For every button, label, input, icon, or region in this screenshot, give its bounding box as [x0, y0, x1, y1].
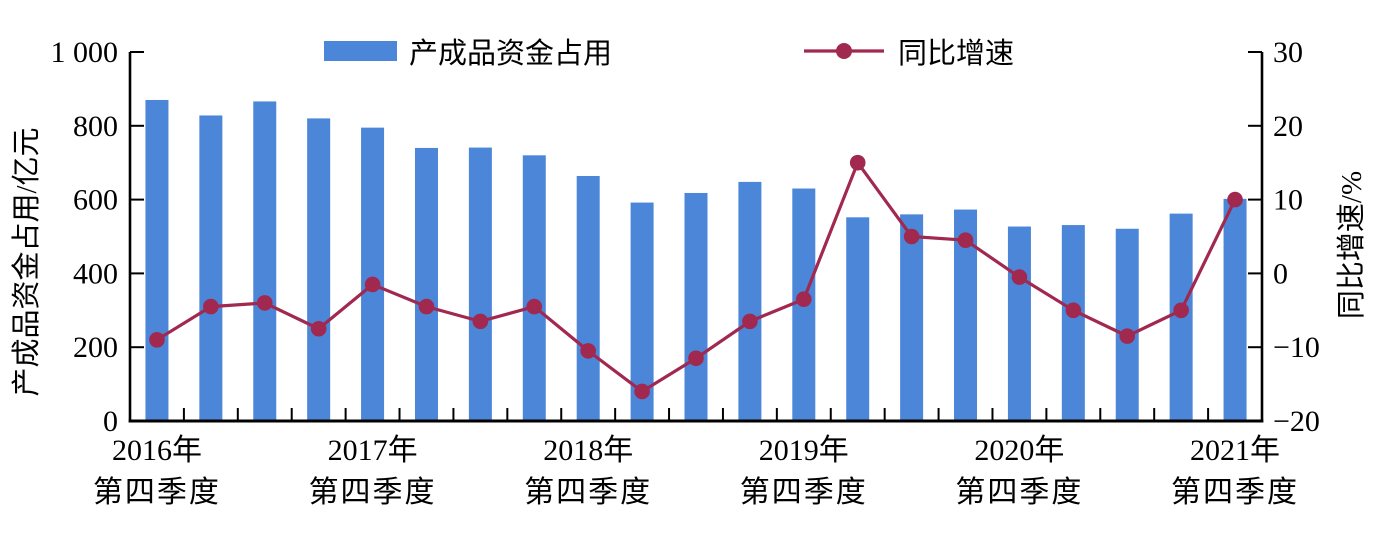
left-axis-tick-label: 200: [73, 331, 118, 364]
legend-bar-swatch: [324, 41, 397, 61]
x-axis-tick-label: 2018年第四季度: [524, 430, 652, 514]
bar: [954, 209, 978, 421]
right-axis-tick-label: −10: [1273, 331, 1320, 364]
bar: [684, 192, 708, 421]
x-label-year: 2019年: [758, 434, 849, 467]
growth-line-point: [149, 332, 165, 348]
bar: [145, 99, 169, 421]
growth-line-point: [310, 320, 327, 337]
left-axis-title: 产成品资金占用/亿元: [11, 127, 43, 397]
left-axis-tick-label: 0: [103, 405, 118, 438]
x-label-year: 2016年: [111, 434, 202, 467]
growth-line-point: [742, 313, 758, 330]
growth-line-point: [526, 298, 543, 315]
bar: [522, 155, 546, 421]
growth-line-point: [849, 154, 866, 171]
x-label-quarter: 第四季度: [92, 476, 221, 509]
growth-line-point: [796, 291, 812, 308]
x-axis-tick-label: 2016年第四季度: [93, 430, 221, 514]
x-axis-tick-label: 2020年第四季度: [955, 430, 1083, 514]
bar: [468, 147, 492, 422]
x-axis-tick-label: 2019年第四季度: [740, 430, 868, 514]
growth-line-point: [1173, 302, 1189, 319]
left-axis-tick-label: 800: [73, 110, 118, 143]
growth-line-point: [957, 232, 974, 248]
bar: [307, 118, 331, 422]
growth-line-point: [1119, 328, 1136, 344]
bar: [1115, 228, 1139, 421]
bar: [1223, 198, 1247, 421]
x-label-year: 2021年: [1190, 434, 1281, 467]
growth-line-point: [688, 350, 704, 367]
growth-line-point: [1065, 302, 1082, 319]
right-axis-tick-label: 20: [1273, 110, 1303, 143]
growth-line-point: [1227, 191, 1243, 208]
x-label-quarter: 第四季度: [524, 476, 653, 509]
x-label-quarter: 第四季度: [739, 476, 868, 509]
growth-line-point: [1011, 269, 1028, 285]
legend-line-label: 同比增速: [898, 38, 1015, 70]
bar: [253, 101, 277, 422]
right-axis-title: 同比增速/%: [1336, 170, 1368, 320]
left-axis-tick-label: 600: [73, 184, 118, 217]
bar: [361, 127, 385, 422]
x-label-year: 2018年: [543, 434, 634, 467]
x-label-quarter: 第四季度: [308, 476, 437, 509]
right-axis-tick-label: 10: [1273, 184, 1303, 217]
legend-item-line: 同比增速: [802, 30, 1014, 72]
right-axis-tick-label: 30: [1273, 36, 1303, 69]
growth-line-point: [203, 298, 219, 315]
bar: [199, 115, 223, 421]
growth-line-point: [634, 383, 650, 400]
bar: [738, 181, 762, 421]
x-label-quarter: 第四季度: [955, 476, 1084, 509]
bar: [846, 217, 870, 421]
growth-line-point: [903, 228, 920, 245]
growth-line-point: [364, 276, 381, 293]
x-axis-tick-label: 2021年第四季度: [1171, 430, 1299, 514]
growth-line-point: [580, 343, 596, 359]
bar: [630, 202, 654, 421]
right-axis-tick-label: 0: [1273, 257, 1288, 290]
x-label-year: 2017年: [327, 434, 418, 467]
right-axis-tick-label: −20: [1273, 405, 1320, 438]
x-axis-tick-label: 2017年第四季度: [309, 430, 437, 514]
growth-line-point: [472, 313, 489, 330]
legend-bar-label: 产成品资金占用: [409, 38, 613, 70]
bar: [576, 175, 600, 421]
bar: [1007, 226, 1031, 421]
growth-line-point: [418, 298, 435, 315]
legend-line-swatch: [804, 43, 884, 59]
legend-item-bar: 产成品资金占用: [324, 30, 612, 72]
left-axis-tick-label: 400: [73, 257, 118, 290]
bar: [1061, 225, 1085, 421]
x-label-quarter: 第四季度: [1171, 476, 1300, 509]
x-label-year: 2020年: [974, 434, 1065, 467]
bar: [900, 214, 924, 421]
growth-line-point: [256, 295, 273, 311]
bar: [414, 147, 438, 421]
left-axis-tick-label: 1 000: [51, 36, 119, 69]
